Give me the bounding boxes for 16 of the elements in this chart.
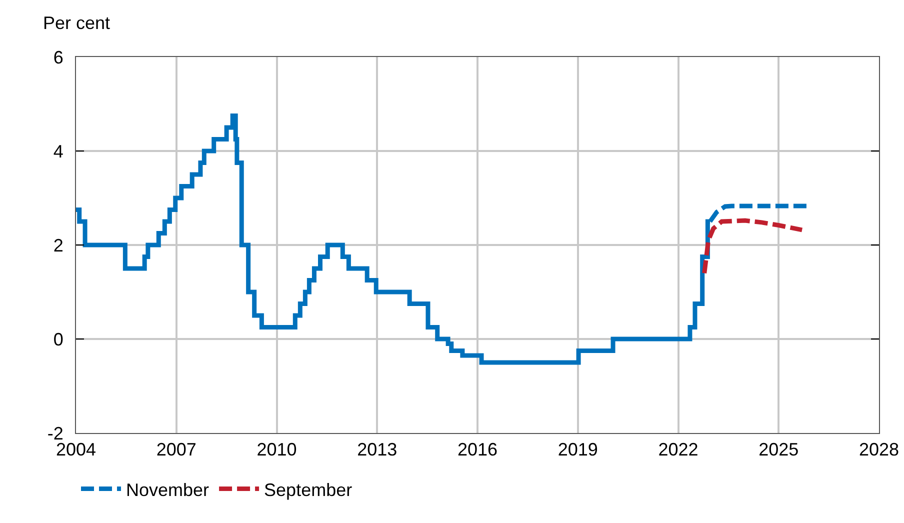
legend-label: November xyxy=(126,480,210,500)
x-tick-label: 2007 xyxy=(156,440,196,460)
y-axis-title: Per cent xyxy=(43,13,110,33)
x-tick-label: 2013 xyxy=(357,440,398,460)
y-tick-label: 2 xyxy=(53,235,64,256)
y-tick-label: 0 xyxy=(53,329,64,350)
x-tick-label: 2022 xyxy=(658,440,698,460)
y-tick-label: 4 xyxy=(53,141,64,162)
y-tick-label: 6 xyxy=(53,47,64,68)
legend-label: September xyxy=(264,480,352,500)
x-tick-label: 2010 xyxy=(256,440,297,460)
line-series xyxy=(702,218,804,276)
x-tick-label: 2025 xyxy=(758,440,799,460)
x-tick-label: 2028 xyxy=(858,440,900,460)
x-tick-label: 2019 xyxy=(558,440,598,460)
x-tick-label: 2016 xyxy=(457,440,498,460)
